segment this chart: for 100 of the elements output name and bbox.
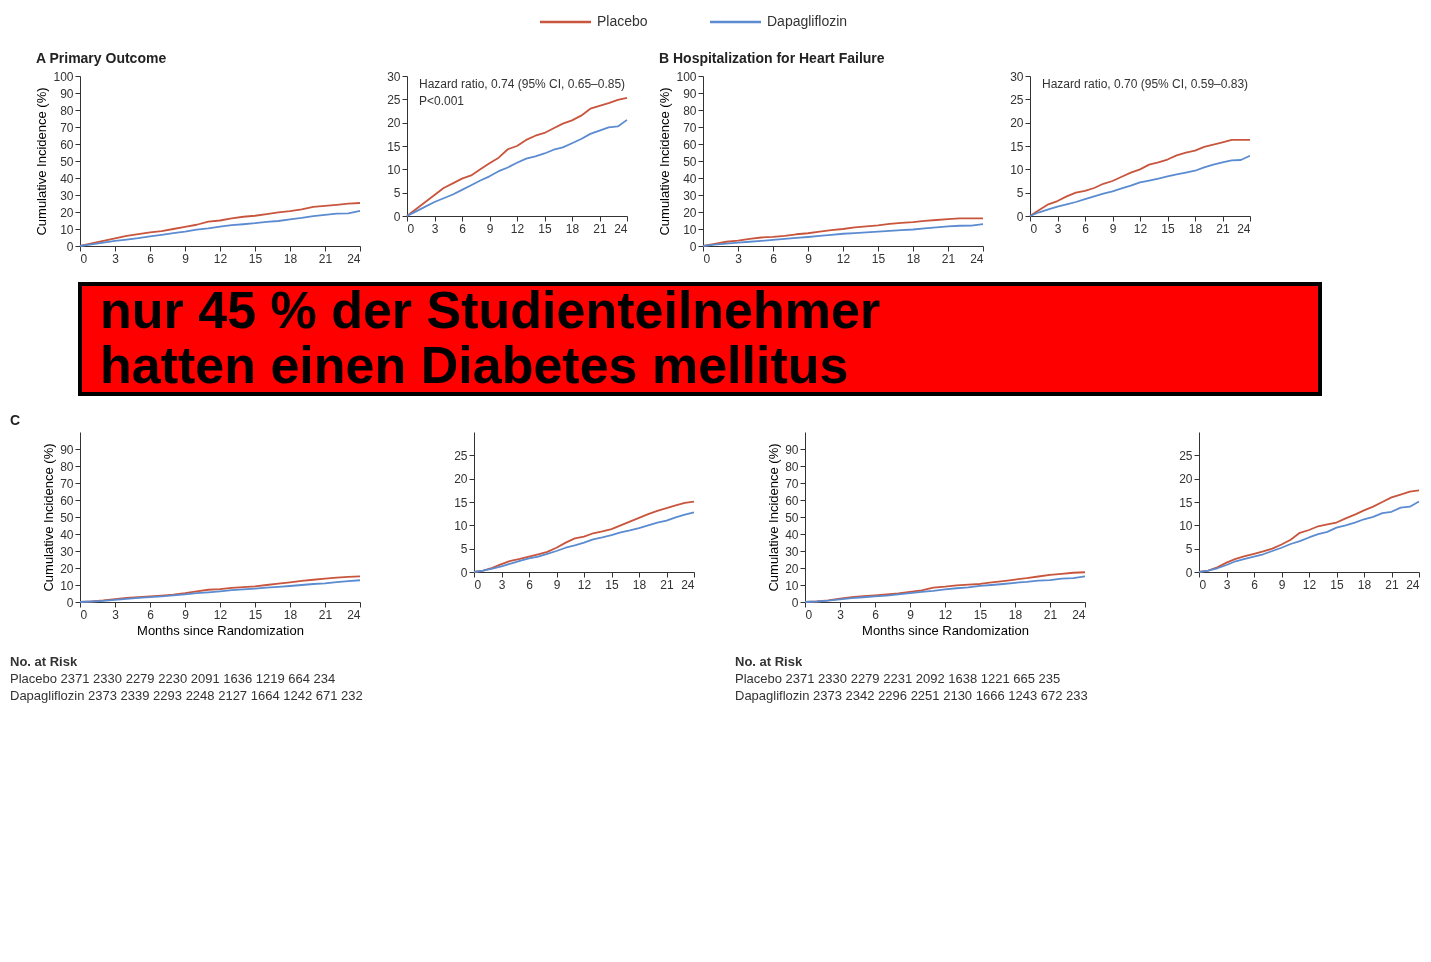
y-tick-label: 25: [387, 92, 401, 107]
x-tick-label: 3: [498, 577, 506, 592]
y-tick-label: 30: [683, 188, 697, 203]
x-tick-label: 24: [970, 251, 984, 266]
y-tick-label: 10: [785, 578, 799, 593]
y-tick-label: 100: [676, 69, 697, 84]
y-tick-label: 70: [60, 120, 74, 135]
y-tick-label: 90: [785, 442, 799, 457]
y-tick-label: 60: [60, 137, 74, 152]
x-tick-label: 0: [1030, 221, 1038, 236]
x-tick-label: 3: [1054, 221, 1062, 236]
x-tick-label: 6: [147, 607, 155, 622]
x-tick-label: 24: [1406, 577, 1420, 592]
x-tick-label: 18: [565, 221, 580, 236]
x-tick-label: 0: [407, 221, 415, 236]
x-tick-label: 9: [182, 607, 190, 622]
y-tick-label: 40: [785, 527, 799, 542]
y-tick-label: 50: [60, 510, 74, 525]
x-tick-label: 6: [770, 251, 778, 266]
y-tick-label: 15: [454, 495, 468, 510]
y-tick-label: 60: [683, 137, 697, 152]
y-tick-label: 80: [60, 459, 74, 474]
y-tick-label: 30: [387, 69, 401, 84]
x-tick-label: 21: [1043, 607, 1058, 622]
y-tick-label: 20: [785, 561, 799, 576]
y-tick-label: 25: [454, 448, 468, 463]
text: Placebo 2371 2330 2279 2231 2092 1638 1221 665 235: [735, 671, 1061, 686]
text: Dapagliflozin 2373 2342 2296 2251 2130 1666 1243 672 233: [735, 688, 1088, 703]
y-tick-label: 5: [393, 186, 401, 201]
y-tick-label: 10: [60, 578, 74, 593]
y-tick-label: 0: [460, 565, 468, 580]
x-tick-label: 9: [182, 251, 190, 266]
x-tick-label: 12: [510, 221, 525, 236]
x-tick-label: 21: [318, 251, 333, 266]
x-tick-label: 15: [973, 607, 988, 622]
x-tick-label: 21: [318, 607, 333, 622]
x-tick-label: 15: [1330, 577, 1344, 592]
y-tick-label: 0: [1185, 565, 1193, 580]
y-tick-label: 10: [387, 162, 401, 177]
annotation: Hazard ratio, 0.74 (95% CI, 0.65–0.85): [419, 77, 626, 91]
y-tick-label: 20: [1179, 472, 1193, 487]
y-tick-label: 80: [683, 103, 697, 118]
text: Placebo 2371 2330 2279 2230 2091 1636 1219 664 234: [10, 671, 336, 686]
text: No. at Risk: [735, 654, 803, 669]
x-tick-label: 6: [147, 251, 155, 266]
y-tick-label: 25: [1179, 448, 1193, 463]
x-tick-label: 9: [486, 221, 494, 236]
y-tick-label: 30: [785, 544, 799, 559]
x-tick-label: 0: [80, 251, 88, 266]
y-tick-label: 50: [60, 154, 74, 169]
x-tick-label: 12: [938, 607, 953, 622]
y-tick-label: 40: [60, 171, 74, 186]
chart-title: A Primary Outcome: [35, 50, 167, 66]
y-tick-label: 30: [1010, 69, 1024, 84]
y-tick-label: 40: [683, 171, 697, 186]
chart-title: C: [10, 412, 21, 428]
x-tick-label: 24: [347, 607, 361, 622]
y-tick-label: 30: [60, 544, 74, 559]
y-tick-label: 60: [785, 493, 799, 508]
x-tick-label: 9: [805, 251, 813, 266]
x-tick-label: 6: [1082, 221, 1090, 236]
x-tick-label: 3: [112, 251, 120, 266]
x-tick-label: 21: [593, 221, 607, 236]
y-tick-label: 20: [1010, 116, 1024, 131]
x-tick-label: 0: [703, 251, 711, 266]
y-tick-label: 25: [1010, 92, 1024, 107]
x-tick-label: 24: [614, 221, 628, 236]
x-tick-label: 18: [1008, 607, 1023, 622]
y-tick-label: 10: [683, 222, 697, 237]
x-tick-label: 9: [553, 577, 561, 592]
x-tick-label: 12: [836, 251, 851, 266]
y-tick-label: 20: [454, 472, 468, 487]
chart-title: B Hospitalization for Heart Failure: [658, 50, 885, 66]
x-tick-label: 12: [1133, 221, 1148, 236]
y-tick-label: 40: [60, 527, 74, 542]
x-tick-label: 0: [805, 607, 813, 622]
x-tick-label: 18: [283, 251, 298, 266]
x-tick-label: 15: [248, 251, 263, 266]
y-axis-title: Cumulative Incidence (%): [41, 443, 57, 592]
x-tick-label: 12: [213, 251, 228, 266]
annotation: Hazard ratio, 0.70 (95% CI, 0.59–0.83): [1042, 77, 1249, 91]
y-tick-label: 15: [1010, 139, 1024, 154]
y-tick-label: 80: [60, 103, 74, 118]
x-tick-label: 21: [1216, 221, 1230, 236]
x-tick-label: 0: [474, 577, 482, 592]
x-tick-label: 9: [907, 607, 915, 622]
x-tick-label: 21: [1385, 577, 1399, 592]
y-tick-label: 0: [689, 239, 697, 254]
y-tick-label: 0: [1016, 209, 1024, 224]
y-tick-label: 90: [60, 86, 74, 101]
x-tick-label: 0: [80, 607, 88, 622]
x-axis-title: Months since Randomization: [137, 622, 304, 638]
x-tick-label: 18: [632, 577, 647, 592]
x-tick-label: 15: [605, 577, 619, 592]
x-tick-label: 6: [459, 221, 467, 236]
y-tick-label: 90: [683, 86, 697, 101]
y-tick-label: 80: [785, 459, 799, 474]
x-tick-label: 6: [526, 577, 534, 592]
x-tick-label: 15: [1161, 221, 1175, 236]
y-tick-label: 5: [1016, 186, 1024, 201]
